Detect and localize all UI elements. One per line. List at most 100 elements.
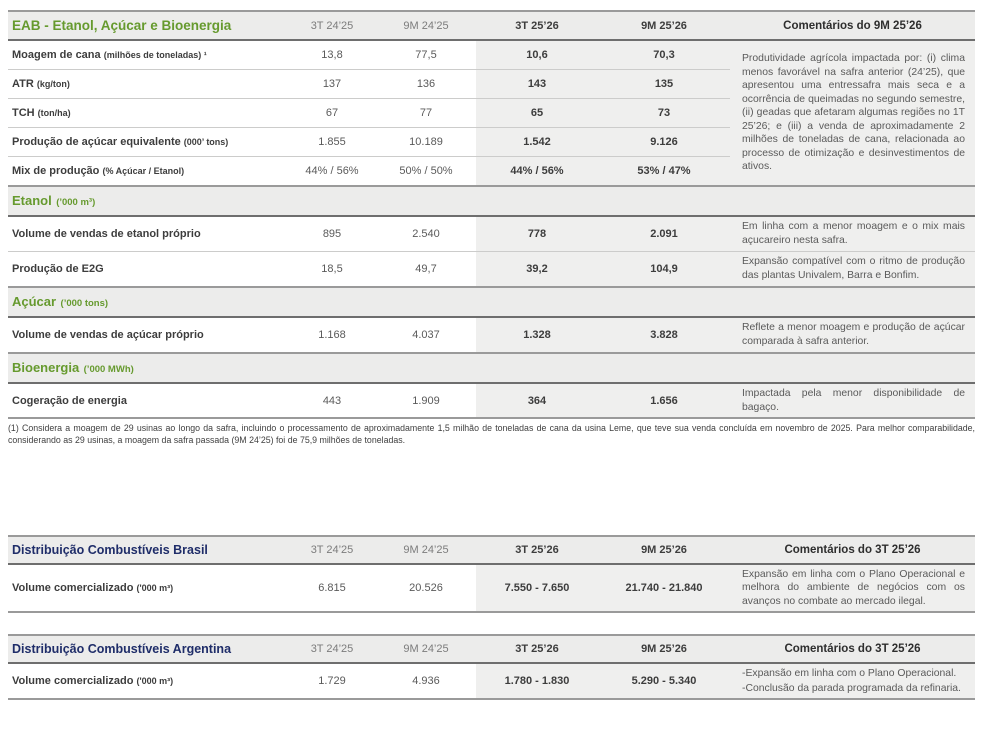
table-row-producao-acucar: Produção de açúcar equivalente (000’ ton… — [8, 127, 975, 157]
section-header-etanol: Etanol (’000 m³) — [8, 185, 975, 217]
value-cell-highlight: 1.780 - 1.830 — [476, 663, 598, 701]
value-cell: 1.909 — [376, 383, 476, 420]
value-cell-highlight: 10,6 — [476, 40, 598, 70]
column-header-9m2526: 9M 25’26 — [598, 10, 730, 41]
row-unit: (milhões de toneladas) ¹ — [103, 50, 207, 60]
value-cell: 895 — [288, 216, 376, 252]
value-cell: 10.189 — [376, 127, 476, 157]
brasil-table-title: Distribuição Combustíveis Brasil — [8, 534, 288, 565]
argentina-table-title: Distribuição Combustíveis Argentina — [8, 634, 288, 665]
row-label: TCH (ton/ha) — [8, 98, 288, 128]
footnote: (1) Considera a moagem de 29 usinas ao l… — [8, 423, 975, 446]
comment-cell: Reflete a menor moagem e produção de açú… — [730, 317, 975, 354]
value-cell-highlight: 1.656 — [598, 383, 730, 420]
column-header-9m2425: 9M 24’25 — [376, 634, 476, 665]
row-unit: ('000 m³) — [136, 676, 174, 687]
row-label: Moagem de cana (milhões de toneladas) ¹ — [8, 40, 288, 70]
argentina-header-row: Distribuição Combustíveis Argentina 3T 2… — [8, 634, 975, 665]
row-unit: (ton/ha) — [37, 108, 71, 118]
row-label: Cogeração de energia — [8, 383, 288, 420]
column-header-9m2526: 9M 25’26 — [598, 534, 730, 565]
row-unit: ('000 m³) — [136, 582, 174, 593]
value-cell-highlight: 39,2 — [476, 251, 598, 288]
value-cell-highlight: 70,3 — [598, 40, 730, 70]
report-page: EAB - Etanol, Açúcar e Bioenergia 3T 24’… — [8, 10, 975, 701]
table-row-mix: Mix de produção (% Açúcar / Etanol) 44% … — [8, 156, 975, 187]
comment-cell: Impactada pela menor disponibilidade de … — [730, 383, 975, 420]
row-label: Volume comercializado ('000 m³) — [8, 663, 288, 701]
comment-cell: Expansão em linha com o Plano Operaciona… — [730, 563, 975, 614]
column-header-3t2526: 3T 25’26 — [476, 534, 598, 565]
eab-header-row: EAB - Etanol, Açúcar e Bioenergia 3T 24’… — [8, 10, 975, 41]
table-row-cogeracao: Cogeração de energia 443 1.909 364 1.656… — [8, 383, 975, 420]
value-cell-highlight: 5.290 - 5.340 — [598, 663, 730, 701]
section-header-acucar: Açúcar (’000 tons) — [8, 286, 975, 318]
table-row-vendas-acucar: Volume de vendas de açúcar próprio 1.168… — [8, 317, 975, 354]
value-cell: 13,8 — [288, 40, 376, 70]
spacer — [8, 447, 975, 535]
row-label: Produção de açúcar equivalente (000’ ton… — [8, 127, 288, 157]
section-unit: (’000 tons) — [60, 298, 109, 309]
column-header-comments: Comentários do 3T 25’26 — [730, 534, 975, 565]
value-cell-highlight: 9.126 — [598, 127, 730, 157]
row-label: Volume de vendas de etanol próprio — [8, 216, 288, 252]
eab-table: EAB - Etanol, Açúcar e Bioenergia 3T 24’… — [8, 10, 975, 420]
comment-line: -Expansão em linha com o Plano Operacion… — [742, 668, 957, 680]
table-row-atr: ATR (kg/ton) 137 136 143 135 — [8, 69, 975, 99]
value-cell-highlight: 7.550 - 7.650 — [476, 563, 598, 614]
value-cell-highlight: 73 — [598, 98, 730, 128]
value-cell: 1.729 — [288, 663, 376, 701]
row-unit: (000’ tons) — [183, 137, 229, 147]
row-unit: (kg/ton) — [36, 79, 70, 89]
column-header-9m2425: 9M 24’25 — [376, 10, 476, 41]
row-unit: (% Açúcar / Etanol) — [102, 166, 185, 176]
value-cell-highlight: 65 — [476, 98, 598, 128]
table-row-volume-brasil: Volume comercializado ('000 m³) 6.815 20… — [8, 563, 975, 614]
spacer — [8, 613, 975, 634]
section-title: Bioenergia — [12, 360, 80, 375]
table-row-vendas-etanol: Volume de vendas de etanol próprio 895 2… — [8, 216, 975, 252]
value-cell: 18,5 — [288, 251, 376, 288]
value-cell: 49,7 — [376, 251, 476, 288]
comment-cell: Em linha com a menor moagem e o mix mais… — [730, 216, 975, 252]
brasil-table: Distribuição Combustíveis Brasil 3T 24’2… — [8, 534, 975, 614]
comment-line: -Conclusão da parada programada da refin… — [742, 682, 961, 694]
section-unit: (’000 MWh) — [83, 364, 134, 375]
table-row-volume-argentina: Volume comercializado ('000 m³) 1.729 4.… — [8, 663, 975, 701]
column-header-9m2526: 9M 25’26 — [598, 634, 730, 665]
value-cell: 443 — [288, 383, 376, 420]
column-header-3t2526: 3T 25’26 — [476, 10, 598, 41]
eab-table-title: EAB - Etanol, Açúcar e Bioenergia — [8, 10, 288, 41]
table-row-moagem: Moagem de cana (milhões de toneladas) ¹ … — [8, 40, 975, 187]
argentina-table: Distribuição Combustíveis Argentina 3T 2… — [8, 634, 975, 701]
value-cell: 2.540 — [376, 216, 476, 252]
section-header-bioenergia: Bioenergia (’000 MWh) — [8, 352, 975, 384]
row-label: ATR (kg/ton) — [8, 69, 288, 99]
column-header-9m2425: 9M 24’25 — [376, 534, 476, 565]
value-cell-highlight: 135 — [598, 69, 730, 99]
value-cell: 1.855 — [288, 127, 376, 157]
value-cell-highlight: 53% / 47% — [598, 156, 730, 187]
column-header-3t2425: 3T 24’25 — [288, 10, 376, 41]
value-cell-highlight: 364 — [476, 383, 598, 420]
value-cell: 50% / 50% — [376, 156, 476, 187]
value-cell: 77 — [376, 98, 476, 128]
comment-cell: Expansão compatível com o ritmo de produ… — [730, 251, 975, 288]
value-cell: 1.168 — [288, 317, 376, 354]
row-label: Mix de produção (% Açúcar / Etanol) — [8, 156, 288, 187]
brasil-header-row: Distribuição Combustíveis Brasil 3T 24’2… — [8, 534, 975, 565]
value-cell: 6.815 — [288, 563, 376, 614]
value-cell-highlight: 21.740 - 21.840 — [598, 563, 730, 614]
value-cell-highlight: 1.328 — [476, 317, 598, 354]
table-row-tch: TCH (ton/ha) 67 77 65 73 — [8, 98, 975, 128]
value-cell-highlight: 104,9 — [598, 251, 730, 288]
value-cell: 136 — [376, 69, 476, 99]
column-header-comments: Comentários do 9M 25’26 — [730, 10, 975, 41]
comment-cell: -Expansão em linha com o Plano Operacion… — [730, 663, 975, 701]
value-cell: 20.526 — [376, 563, 476, 614]
value-cell: 4.936 — [376, 663, 476, 701]
value-cell: 4.037 — [376, 317, 476, 354]
value-cell-highlight: 44% / 56% — [476, 156, 598, 187]
table-row-e2g: Produção de E2G 18,5 49,7 39,2 104,9 Exp… — [8, 251, 975, 288]
value-cell: 44% / 56% — [288, 156, 376, 187]
